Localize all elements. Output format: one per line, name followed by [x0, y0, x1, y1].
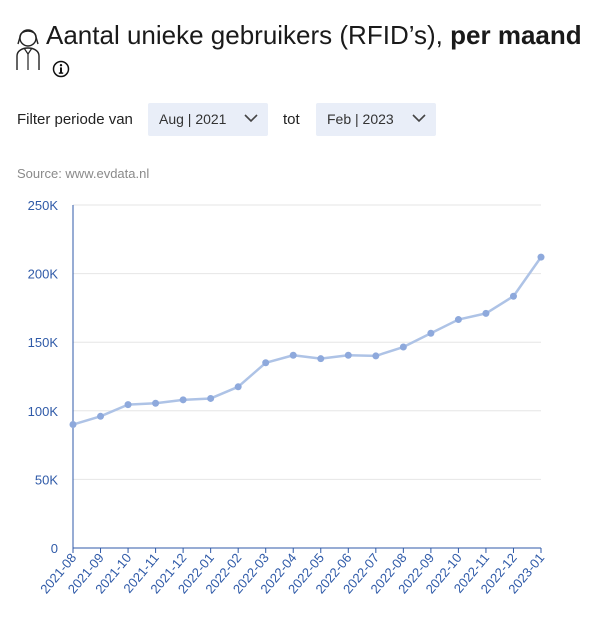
- grid-lines: [73, 204, 541, 480]
- data-points: [69, 253, 545, 429]
- title-main: Aantal unieke gebruikers (RFID’s),: [46, 20, 451, 50]
- title-bold: per maand: [450, 20, 582, 50]
- to-period-select[interactable]: Feb | 2023: [316, 103, 436, 136]
- chart-header: Aantal unieke gebruikers (RFID’s), per m…: [14, 14, 594, 84]
- data-point[interactable]: [234, 383, 242, 391]
- data-point[interactable]: [344, 351, 352, 359]
- data-point[interactable]: [207, 394, 215, 402]
- y-tick-label: 200K: [28, 267, 59, 282]
- data-point[interactable]: [372, 352, 380, 360]
- data-point[interactable]: [69, 421, 77, 429]
- chevron-down-icon: [412, 114, 426, 123]
- y-tick-label: 100K: [28, 404, 59, 419]
- to-period-value: Feb | 2023: [327, 111, 394, 127]
- data-point[interactable]: [152, 399, 160, 407]
- data-point[interactable]: [97, 412, 105, 420]
- y-tick-label: 0: [51, 541, 58, 556]
- y-tick-label: 150K: [28, 335, 59, 350]
- data-point[interactable]: [317, 355, 325, 363]
- y-tick-label: 50K: [35, 472, 58, 487]
- from-period-value: Aug | 2021: [159, 111, 227, 127]
- data-point[interactable]: [262, 359, 270, 367]
- y-axis-ticks: 0 50K 100K 150K 200K 250K: [28, 198, 59, 556]
- source-note: Source: www.evdata.nl: [17, 166, 150, 181]
- data-point[interactable]: [179, 396, 187, 404]
- data-point[interactable]: [509, 292, 517, 300]
- filter-from-label: Filter periode van: [17, 111, 133, 128]
- data-point[interactable]: [124, 401, 132, 409]
- data-point[interactable]: [399, 343, 407, 351]
- series-line: [72, 256, 543, 426]
- info-icon[interactable]: [52, 60, 70, 78]
- data-point[interactable]: [289, 351, 297, 359]
- page-title: Aantal unieke gebruikers (RFID’s), per m…: [46, 18, 582, 52]
- data-point[interactable]: [482, 309, 490, 317]
- line-chart: 0 50K 100K 150K 200K 250K 2021-082021-092021-…: [28, 198, 548, 596]
- data-point[interactable]: [427, 329, 435, 337]
- from-period-select[interactable]: Aug | 2021: [148, 103, 268, 136]
- filter-to-label: tot: [283, 111, 300, 128]
- period-filter: Filter periode van Aug | 2021 tot Feb | …: [17, 103, 587, 136]
- user-portrait-icon: [16, 29, 40, 70]
- y-tick-label: 250K: [28, 198, 59, 213]
- chevron-down-icon: [244, 114, 258, 123]
- data-point[interactable]: [537, 253, 545, 261]
- data-point[interactable]: [454, 316, 462, 324]
- x-axis-ticks: 2021-082021-092021-102021-112021-122022-…: [37, 548, 547, 596]
